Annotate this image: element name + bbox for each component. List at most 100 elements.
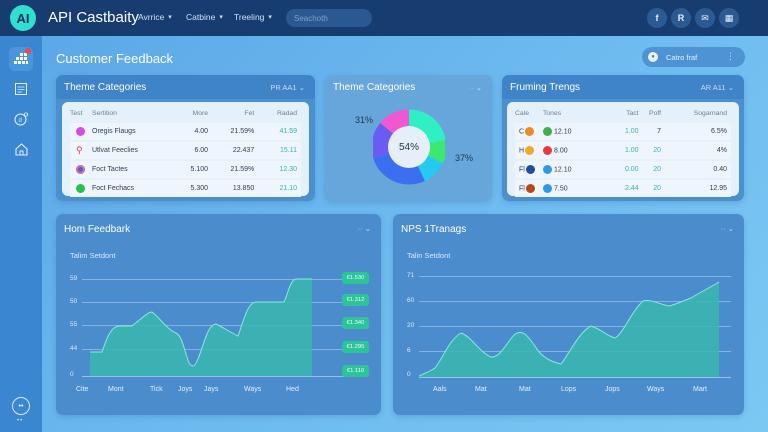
col-header: More: [192, 110, 209, 117]
table-row[interactable]: Oregis Flaugs 4.00 21.59% 41.59: [70, 123, 301, 140]
category-icon: [76, 184, 85, 193]
row-name: Foct Fechacs: [92, 180, 174, 197]
more-vertical-icon[interactable]: ⋮: [726, 51, 735, 61]
nav-menu-2[interactable]: Catbine ▾: [186, 12, 223, 22]
table-row[interactable]: H 8.00 1.00 20 4%: [515, 142, 731, 159]
reports-icon: [15, 83, 27, 95]
donut-left-label: 31%: [355, 115, 374, 125]
x-tick: Mart: [693, 386, 707, 393]
more-icon[interactable]: ••: [17, 418, 24, 424]
y-tick: 71: [407, 272, 415, 279]
dashboard-icon: [14, 53, 28, 64]
chart-subtitle: Talim Setdont: [70, 251, 116, 260]
grid-line: [419, 301, 731, 302]
search-input[interactable]: [286, 9, 372, 27]
user-menu[interactable]: ● Catro fraf ⋮: [642, 47, 745, 67]
x-tick: Ways: [244, 386, 262, 393]
tone-icon: [543, 165, 552, 174]
chevron-down-icon: ▾: [219, 14, 223, 21]
range-dropdown[interactable]: AR A11 ⌄: [701, 83, 734, 92]
table-row[interactable]: Foct Fechacs 5.300 13.850 21.10: [70, 180, 301, 197]
feedback-chart-card: Hom Feedbark ·· ⌄ Talim Setdont 59 50 55…: [56, 214, 381, 415]
chevron-down-icon: ▾: [168, 14, 172, 21]
user-label: Catro fraf: [666, 52, 698, 62]
category-icon: [525, 165, 535, 174]
sidebar-item-dashboard[interactable]: [9, 47, 33, 71]
help-icon[interactable]: ••: [12, 397, 30, 415]
card-menu[interactable]: ·· ⌄: [721, 224, 734, 233]
row-poff: 7: [638, 123, 662, 140]
table-row[interactable]: Fl 7.50 2.44 20 12.95: [515, 180, 731, 197]
row-more: 6.00: [174, 142, 209, 159]
card-title: Hom Feedbark: [64, 224, 131, 235]
facebook-icon[interactable]: f: [647, 8, 667, 28]
more-icon: ··: [468, 83, 474, 92]
tone-icon: [543, 184, 552, 193]
calendar-icon[interactable]: ▦: [719, 8, 739, 28]
row-name: Foct Tactes: [92, 161, 174, 178]
category-icon: [76, 165, 85, 174]
nav-label: Treeling: [234, 12, 265, 22]
card-menu[interactable]: ·· ⌄: [469, 83, 482, 92]
y-tick: 0: [70, 371, 74, 378]
analytics-icon: d: [14, 112, 28, 126]
chart-subtitle: Talin Setdont: [407, 251, 451, 260]
row-fet: 13.850: [208, 180, 255, 197]
mail-icon[interactable]: ✉: [695, 8, 715, 28]
category-icon: [525, 146, 535, 155]
app-title: API Castbaity: [48, 9, 139, 26]
category-icon: [525, 127, 535, 136]
x-tick: Tick: [150, 386, 163, 393]
range-dropdown[interactable]: PR AA1 ⌄: [270, 83, 305, 92]
x-tick: Lops: [561, 386, 577, 393]
card-header: Fruming Trengs AR A11 ⌄: [502, 75, 744, 99]
col-header: Test: [70, 110, 83, 117]
donut-center-label: 54%: [399, 142, 420, 153]
table-container: Cale Tones Tact Poff Sogarnand C 12.10 1…: [507, 102, 739, 197]
card-title: Theme Categories: [64, 82, 147, 93]
nav-menu-1[interactable]: Avrrice ▾: [138, 12, 172, 22]
donut-right-label: 37%: [455, 153, 474, 163]
sidebar-item-home[interactable]: [9, 137, 33, 161]
x-axis: [82, 376, 344, 377]
col-header: Sertition: [92, 110, 117, 117]
row-cale: H: [519, 147, 525, 155]
card-title: Fruming Trengs: [510, 82, 581, 93]
row-more: 4.00: [174, 123, 209, 140]
col-header: Radad: [276, 110, 297, 117]
sidebar: d •• ••: [0, 36, 42, 432]
page-title: Customer Feedback: [56, 51, 174, 66]
sidebar-item-reports[interactable]: [9, 77, 33, 101]
app-logo[interactable]: AI: [10, 5, 36, 31]
profile-icon[interactable]: R: [671, 8, 691, 28]
row-seg: 4%: [661, 142, 731, 159]
y-tick: 0: [407, 371, 411, 378]
grid-line: [82, 279, 344, 280]
nps-chart-card: NPS 1Tranags ·· ⌄ Talin Setdont 71 60 20…: [393, 214, 744, 415]
col-header: Cale: [515, 110, 529, 117]
tone-icon: [543, 127, 552, 136]
x-tick: Aals: [433, 386, 447, 393]
range-label: PR AA1: [270, 83, 297, 92]
table-row[interactable]: C 12.10 1.00 7 6.5%: [515, 123, 731, 140]
card-menu[interactable]: ·· ⌄: [358, 224, 371, 233]
more-icon: ··: [720, 224, 726, 233]
legend-badge: €1.110: [342, 365, 369, 377]
sidebar-item-analytics[interactable]: d: [9, 107, 33, 131]
col-header: Fet: [244, 110, 255, 117]
x-tick: Mat: [475, 386, 487, 393]
x-tick: Cite: [76, 386, 89, 393]
row-poff: 20: [638, 161, 662, 178]
table-row[interactable]: ⚲ Utlvat Feeclies 6.00 22.437 15.11: [70, 142, 301, 159]
feedback-area-chart: [90, 278, 312, 376]
card-title: Theme Categories: [333, 82, 416, 93]
y-tick: 6: [407, 347, 411, 354]
table-row[interactable]: Fl 12.10 0.00 20 0.40: [515, 161, 731, 178]
row-cale: Fl: [519, 185, 525, 193]
row-more: 5.300: [174, 180, 209, 197]
x-tick: Joys: [178, 386, 193, 393]
row-cale: C: [519, 128, 525, 136]
row-fet: 22.437: [208, 142, 255, 159]
nav-menu-3[interactable]: Treeling ▾: [234, 12, 272, 22]
table-row[interactable]: Foct Tactes 5.100 21.59% 12.30: [70, 161, 301, 178]
